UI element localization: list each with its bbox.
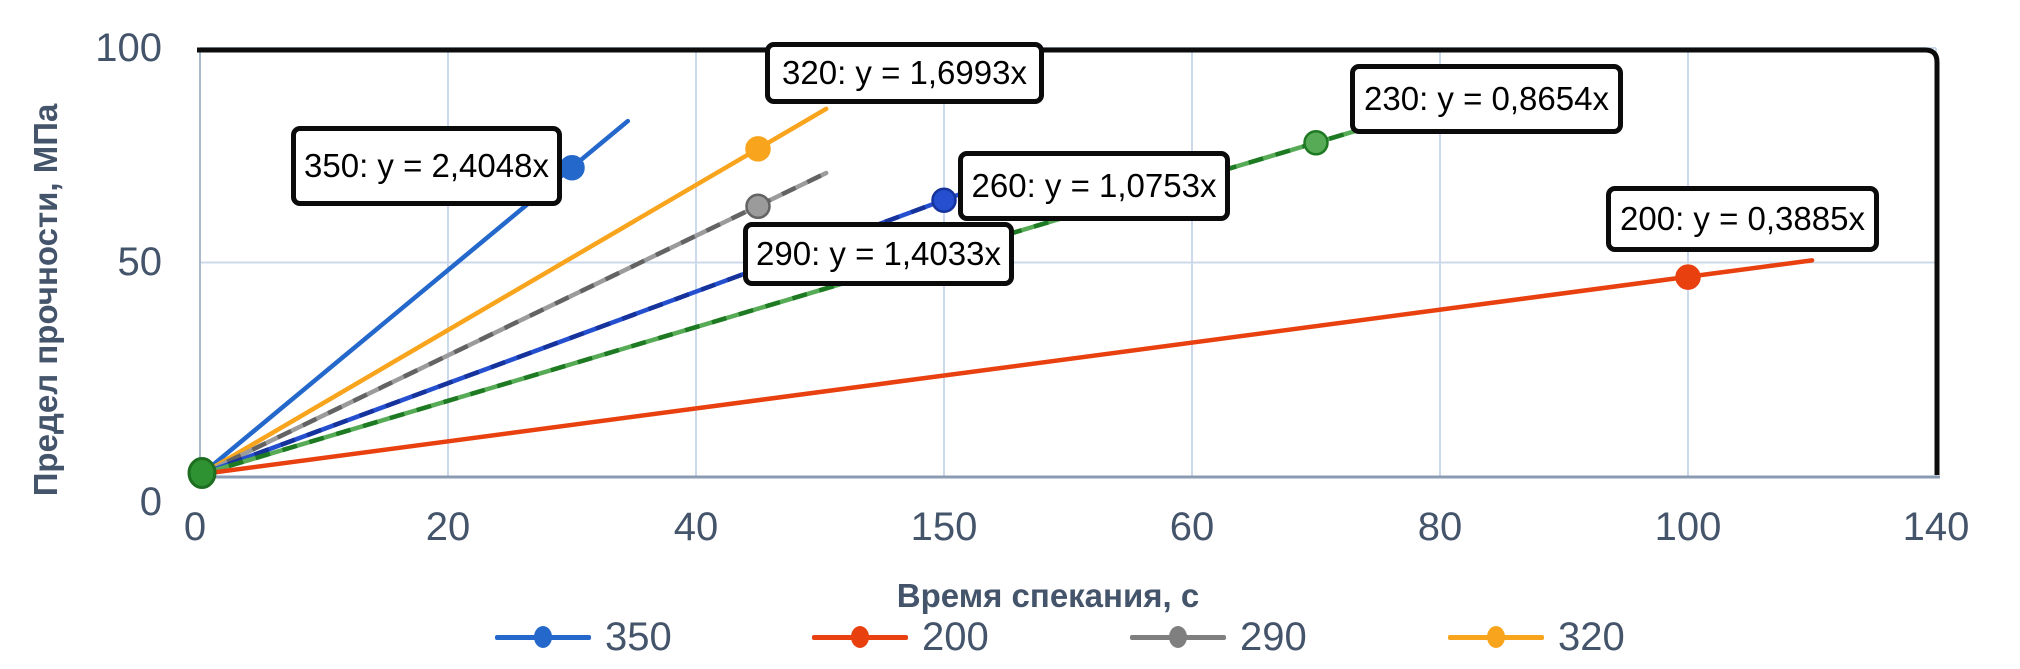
legend-label-290: 290 — [1240, 615, 1307, 659]
x-tick-label-4: 60 — [1169, 505, 1215, 549]
annotation-290: 290: y = 1,4033x — [743, 222, 1014, 286]
annotation-350: 350: y = 2,4048x — [291, 126, 562, 206]
series-dashes-290 — [201, 170, 828, 477]
series-line-200 — [199, 258, 1815, 477]
y-tick-label-50: 50 — [117, 240, 163, 284]
data-point-230 — [1303, 130, 1329, 156]
data-point-320 — [745, 136, 771, 162]
y-tick-label-0: 0 — [139, 480, 162, 524]
data-point-260 — [931, 187, 957, 214]
x-tick-label-6: 100 — [1654, 505, 1722, 549]
legend-marker-290 — [1130, 614, 1226, 660]
data-point-200 — [1675, 264, 1701, 290]
x-tick-label-3: 150 — [910, 505, 978, 549]
legend-marker-200 — [812, 614, 908, 660]
y-tick-label-100: 100 — [95, 26, 162, 70]
series-line-320 — [199, 106, 829, 477]
annotation-320: 320: y = 1,6993x — [765, 42, 1044, 104]
legend-item-290: 290 — [1130, 614, 1307, 660]
legend-label-350: 350 — [605, 615, 672, 659]
annotation-260: 260: y = 1,0753x — [958, 151, 1230, 221]
legend-label-320: 320 — [1558, 615, 1625, 659]
data-point-290 — [745, 193, 771, 220]
origin-point — [187, 457, 217, 489]
x-tick-label-1: 20 — [425, 505, 471, 549]
plot-border — [197, 47, 1940, 475]
legend-item-200: 200 — [812, 614, 989, 660]
y-axis-title: Предел прочности, МПа — [27, 103, 64, 497]
annotation-200: 200: y = 0,3885x — [1606, 186, 1879, 252]
series-dashes-230 — [201, 118, 1392, 477]
legend-label-200: 200 — [922, 615, 989, 659]
annotation-230: 230: y = 0,8654x — [1350, 64, 1623, 134]
x-tick-label-5: 80 — [1417, 505, 1463, 549]
legend-marker-350 — [495, 614, 591, 660]
x-tick-label-2: 40 — [673, 505, 719, 549]
legend-marker-320 — [1448, 614, 1544, 660]
x-tick-label-0: 0 — [183, 505, 207, 549]
data-point-350 — [559, 154, 585, 181]
x-tick-label-7: 140 — [1902, 505, 1970, 549]
legend-item-320: 320 — [1448, 614, 1625, 660]
legend-item-350: 350 — [495, 614, 672, 660]
x-axis-title: Время спекания, с — [896, 577, 1200, 614]
